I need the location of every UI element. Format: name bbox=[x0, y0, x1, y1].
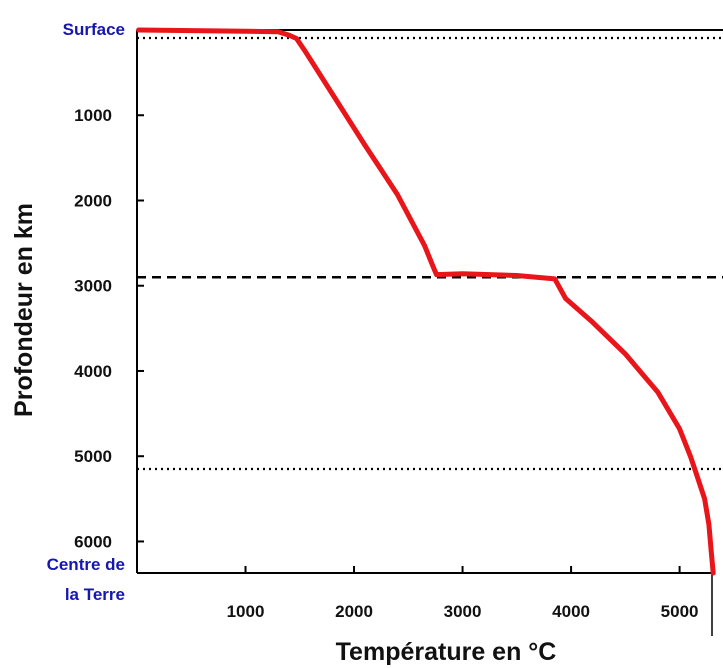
x-tick-label: 3000 bbox=[444, 602, 482, 621]
centre-label-line2: la Terre bbox=[65, 585, 125, 604]
temperature-curve bbox=[136, 27, 716, 576]
centre-label-line1: Centre de bbox=[47, 555, 125, 574]
y-tick-label: 4000 bbox=[74, 362, 112, 381]
y-tick-label: 1000 bbox=[74, 106, 112, 125]
y-tick-label: 2000 bbox=[74, 191, 112, 210]
x-tick-label: 1000 bbox=[227, 602, 265, 621]
surface-label: Surface bbox=[63, 20, 125, 39]
x-tick-label: 4000 bbox=[552, 602, 590, 621]
y-tick-label: 3000 bbox=[74, 277, 112, 296]
x-axis-title: Température en °C bbox=[336, 638, 557, 666]
x-tick-label: 2000 bbox=[335, 602, 373, 621]
y-tick-label: 6000 bbox=[74, 532, 112, 551]
y-tick-label: 5000 bbox=[74, 447, 112, 466]
x-tick-label: 5000 bbox=[661, 602, 699, 621]
y-axis-title: Profondeur en km bbox=[10, 203, 38, 417]
